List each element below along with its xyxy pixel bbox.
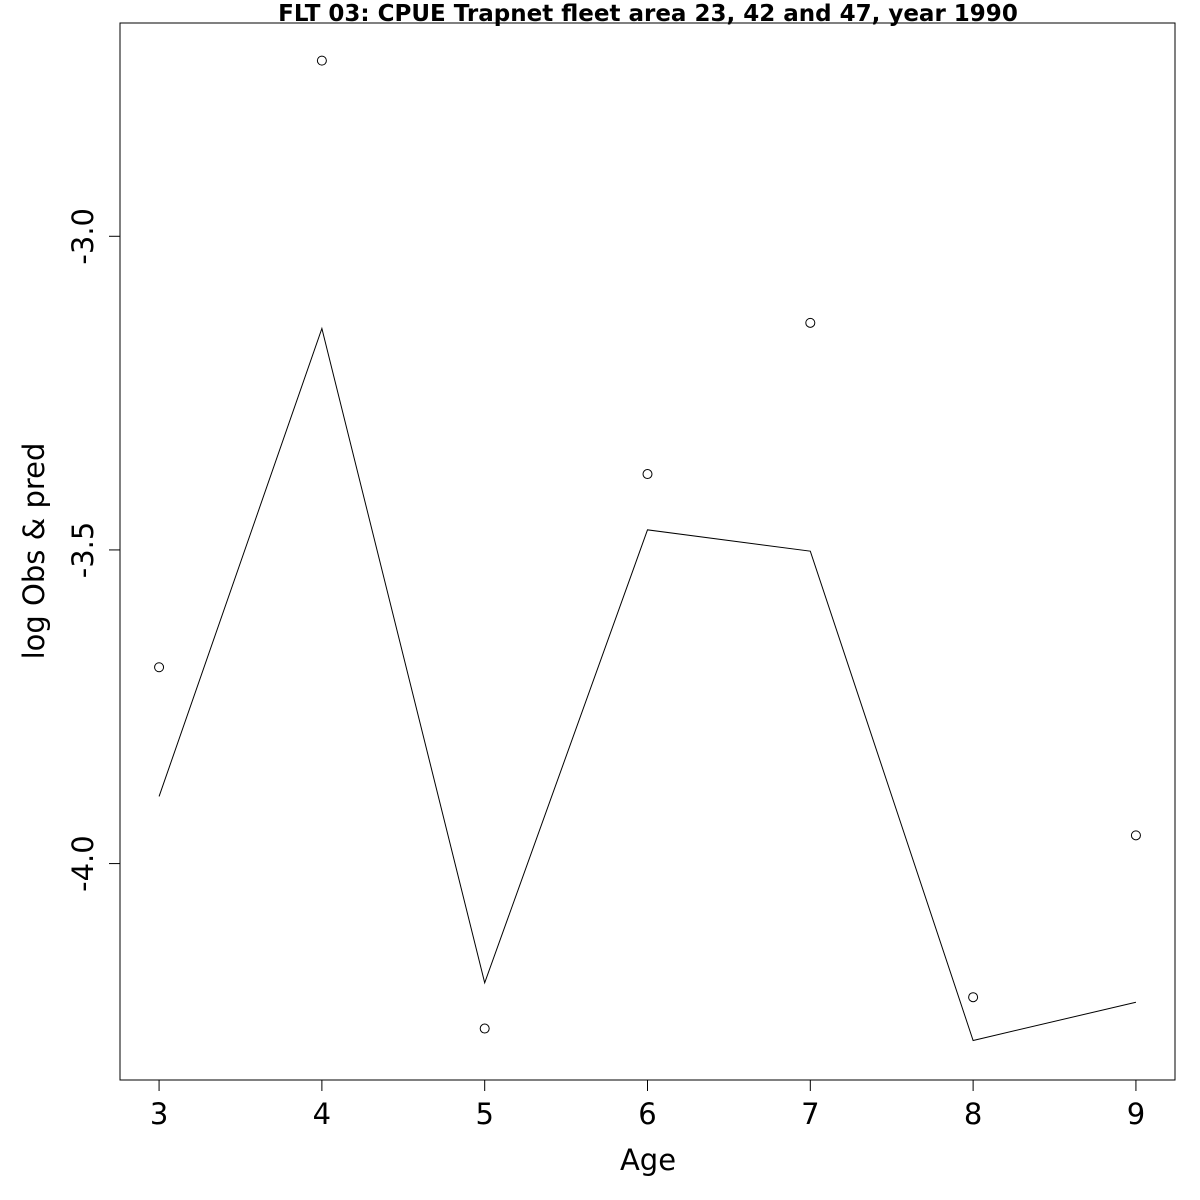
x-axis-label: Age bbox=[620, 1143, 676, 1177]
x-tick-label: 8 bbox=[964, 1097, 982, 1131]
y-axis: -3.0 -3.5 -4.0 bbox=[66, 208, 121, 892]
y-tick-label: -3.5 bbox=[66, 522, 100, 579]
predicted-line-series bbox=[158, 326, 1137, 1042]
observed-point bbox=[154, 662, 165, 673]
y-tick-label: -3.0 bbox=[66, 208, 100, 265]
observed-point bbox=[1130, 830, 1141, 841]
x-tick-label: 5 bbox=[475, 1097, 493, 1131]
predicted-line bbox=[158, 326, 1137, 1042]
x-tick-label: 4 bbox=[313, 1097, 331, 1131]
plot-frame bbox=[119, 22, 1176, 1081]
y-tick-label: -4.0 bbox=[66, 835, 100, 892]
observed-points-series bbox=[154, 55, 1141, 1034]
observed-point bbox=[968, 992, 979, 1003]
x-tick-label: 9 bbox=[1127, 1097, 1145, 1131]
observed-point bbox=[642, 469, 653, 480]
y-axis-label: log Obs & pred bbox=[17, 443, 51, 660]
x-tick-label: 7 bbox=[801, 1097, 819, 1131]
observed-point bbox=[479, 1023, 490, 1034]
x-tick-label: 3 bbox=[150, 1097, 168, 1131]
observed-point bbox=[316, 55, 327, 66]
observed-point bbox=[805, 317, 816, 328]
x-tick-label: 6 bbox=[638, 1097, 656, 1131]
x-axis: 3 4 5 6 7 8 9 bbox=[150, 1079, 1145, 1131]
